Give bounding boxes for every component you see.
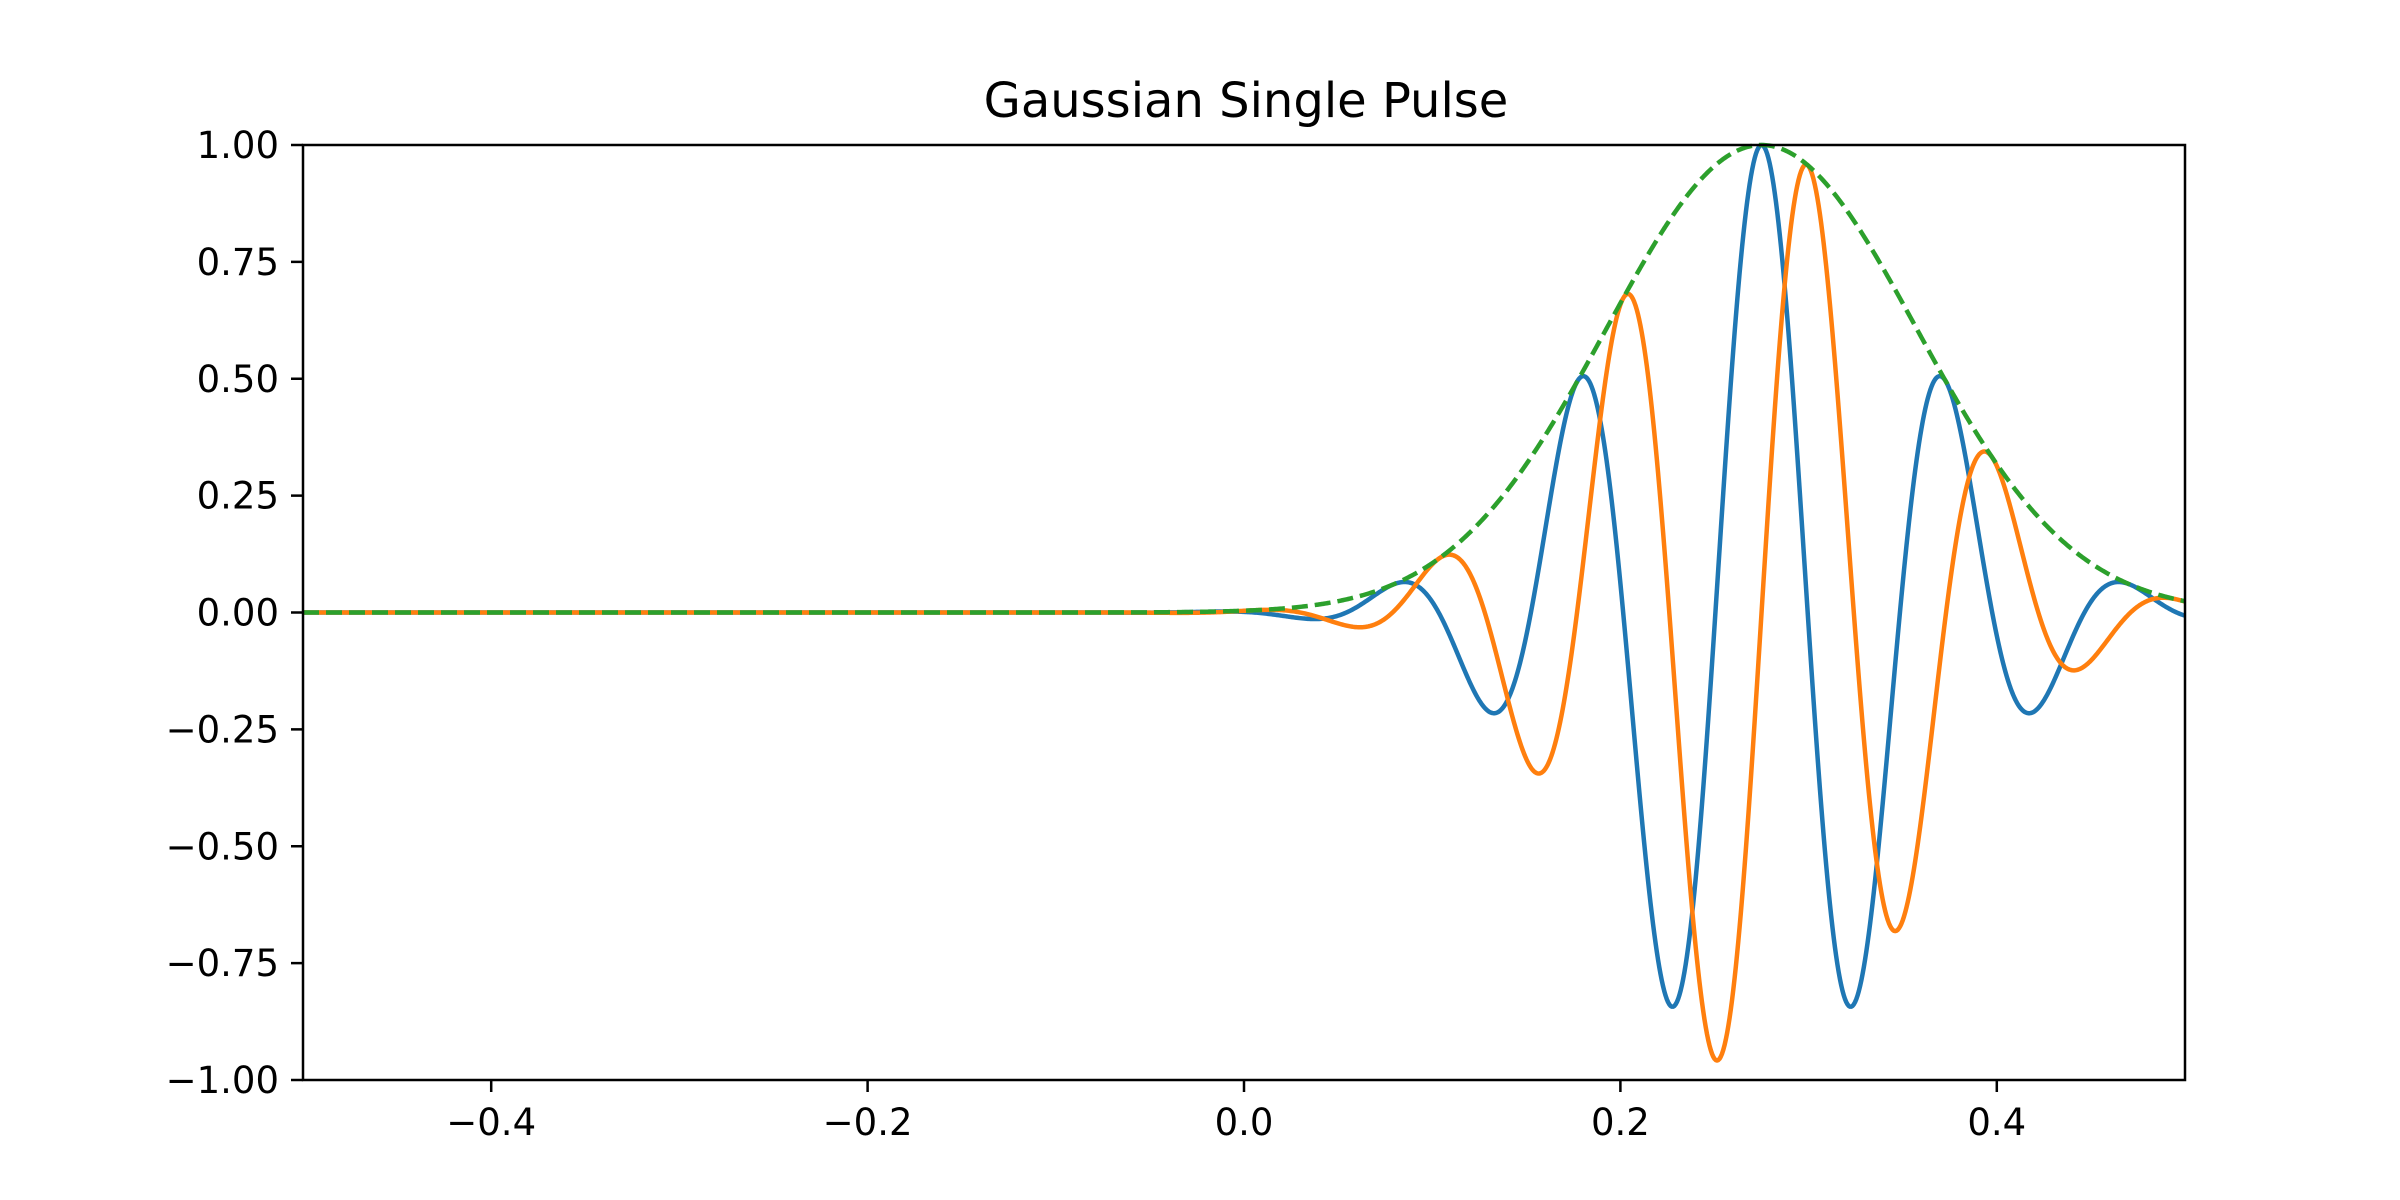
plot-area: −0.4 −0.2 0.0 0.2 0.4 −1.00 −0.75 −0.50 −0.25 0.… <box>166 124 2187 1144</box>
y-tick-label: −0.75 <box>166 942 279 985</box>
x-tick-label: −0.4 <box>446 1101 536 1144</box>
x-tick-label: 0.2 <box>1591 1101 1650 1144</box>
y-axis: −1.00 −0.75 −0.50 −0.25 0.00 0.25 0.50 0.75 1.00 <box>166 124 303 1102</box>
y-tick-label: 0.50 <box>197 358 279 401</box>
x-tick-label: −0.2 <box>823 1101 913 1144</box>
series-line-1 <box>302 142 2186 1009</box>
chart-title: Gaussian Single Pulse <box>984 73 1509 129</box>
x-tick-label: 0.0 <box>1215 1101 1274 1144</box>
y-tick-label: 0.00 <box>197 592 279 635</box>
x-axis: −0.4 −0.2 0.0 0.2 0.4 <box>446 1080 2026 1144</box>
y-tick-label: 1.00 <box>197 124 279 167</box>
y-tick-label: 0.25 <box>197 475 279 518</box>
y-tick-label: −0.50 <box>166 825 279 868</box>
y-tick-label: −1.00 <box>166 1059 279 1102</box>
series-layer <box>302 142 2186 1063</box>
y-tick-label: −0.25 <box>166 708 279 751</box>
y-tick-label: 0.75 <box>197 241 279 284</box>
series-line-3 <box>302 142 2186 615</box>
x-tick-label: 0.4 <box>1967 1101 2026 1144</box>
